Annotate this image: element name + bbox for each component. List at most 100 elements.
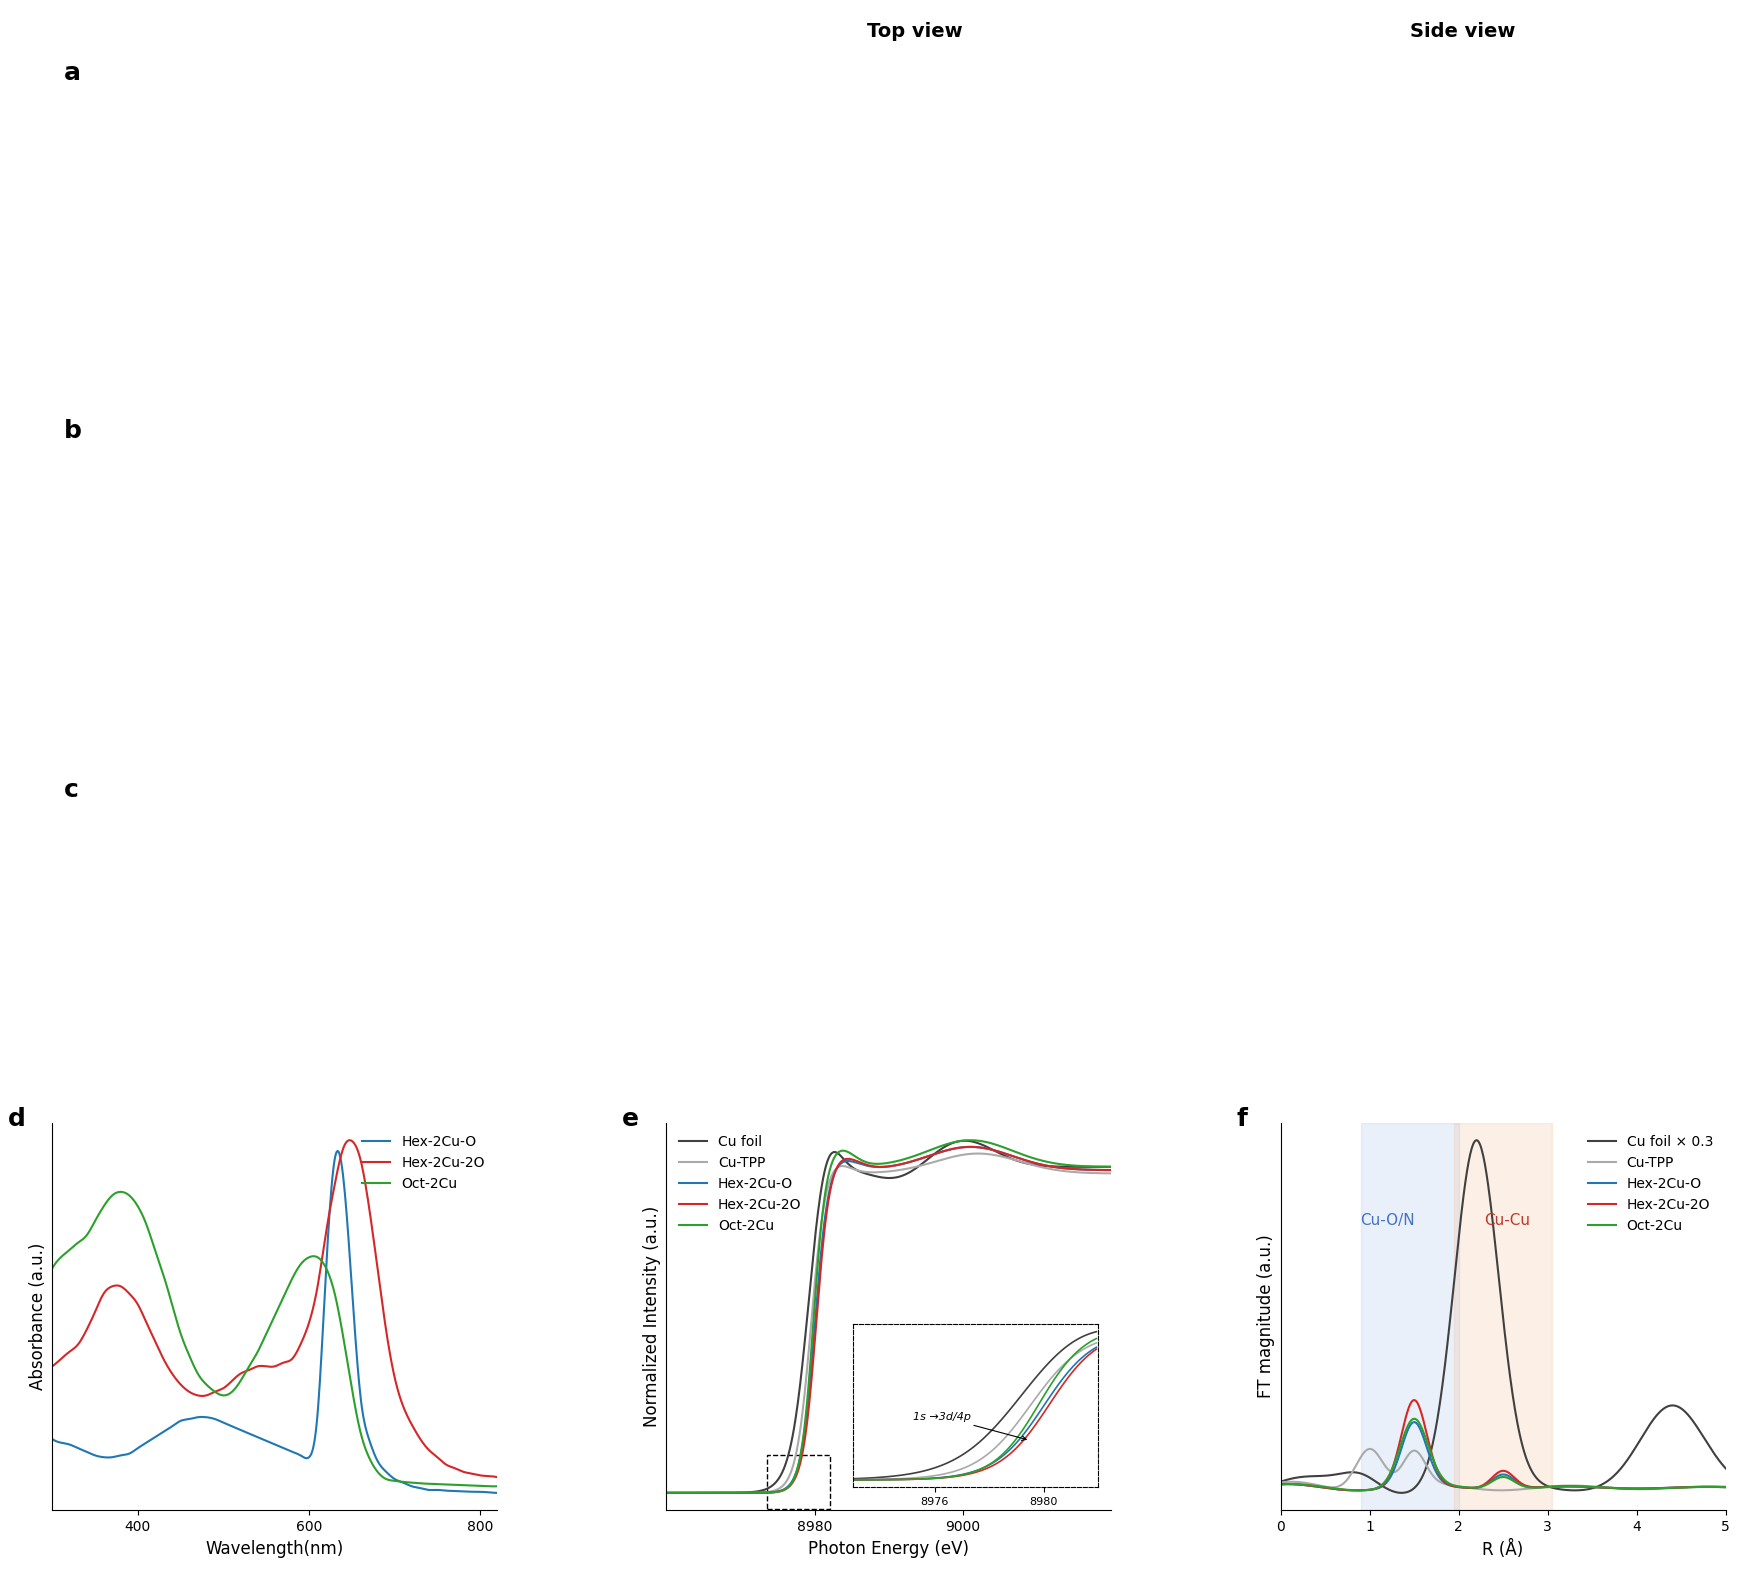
Hex-2Cu-O xyxy=(960,1137,981,1156)
Text: e: e xyxy=(622,1107,640,1130)
Cu foil × 0.3 xyxy=(1494,1313,1515,1332)
Hex-2Cu-O xyxy=(328,1142,349,1161)
Line: Hex-2Cu-O: Hex-2Cu-O xyxy=(1281,1421,1743,1490)
Oct-2Cu xyxy=(408,1474,429,1493)
X-axis label: R (Å): R (Å) xyxy=(1483,1539,1523,1558)
Legend: Cu foil, Cu-TPP, Hex-2Cu-O, Hex-2Cu-2O, Oct-2Cu: Cu foil, Cu-TPP, Hex-2Cu-O, Hex-2Cu-2O, … xyxy=(673,1129,807,1239)
Hex-2Cu-2O xyxy=(478,1466,498,1485)
Cu foil xyxy=(858,1164,878,1183)
Hex-2Cu-2O xyxy=(1271,1474,1292,1493)
Cu-TPP xyxy=(1271,1472,1292,1491)
Oct-2Cu xyxy=(655,1483,676,1503)
Hex-2Cu-O xyxy=(992,1143,1013,1162)
Text: c: c xyxy=(64,778,78,801)
Cu-TPP xyxy=(1640,1480,1661,1499)
Line: Hex-2Cu-2O: Hex-2Cu-2O xyxy=(1281,1401,1743,1490)
Hex-2Cu-O xyxy=(858,1156,878,1175)
Text: Side view: Side view xyxy=(1410,22,1515,41)
Cu-TPP xyxy=(1494,1480,1515,1499)
Oct-2Cu xyxy=(1271,1476,1292,1495)
Line: Hex-2Cu-O: Hex-2Cu-O xyxy=(666,1146,1112,1493)
Bar xyxy=(1454,1123,1551,1510)
Cu-TPP xyxy=(919,1154,939,1173)
Legend: Cu foil × 0.3, Cu-TPP, Hex-2Cu-O, Hex-2Cu-2O, Oct-2Cu: Cu foil × 0.3, Cu-TPP, Hex-2Cu-O, Hex-2C… xyxy=(1583,1129,1719,1239)
Cu-TPP xyxy=(1598,1479,1619,1498)
Hex-2Cu-O xyxy=(486,1483,507,1503)
Hex-2Cu-2O xyxy=(1396,1402,1417,1421)
Oct-2Cu xyxy=(1405,1409,1426,1428)
Hex-2Cu-O xyxy=(1396,1421,1417,1441)
Text: Cu-Cu: Cu-Cu xyxy=(1485,1213,1530,1227)
Cu foil × 0.3 xyxy=(1560,1480,1581,1499)
Line: Oct-2Cu: Oct-2Cu xyxy=(666,1140,1112,1493)
Hex-2Cu-O xyxy=(253,1431,274,1450)
Hex-2Cu-2O xyxy=(338,1130,359,1150)
Oct-2Cu xyxy=(858,1153,878,1172)
Hex-2Cu-O xyxy=(953,1138,974,1158)
Text: b: b xyxy=(64,420,82,444)
Cu foil xyxy=(955,1130,976,1150)
Bar xyxy=(1361,1123,1459,1510)
Text: f: f xyxy=(1236,1107,1246,1130)
Cu foil × 0.3 xyxy=(1356,1466,1377,1485)
Line: Cu foil: Cu foil xyxy=(666,1140,1112,1493)
Line: Cu-TPP: Cu-TPP xyxy=(666,1153,1112,1493)
Hex-2Cu-O xyxy=(307,1409,328,1428)
Y-axis label: Normalized Intensity (a.u.): Normalized Intensity (a.u.) xyxy=(643,1205,661,1428)
Oct-2Cu xyxy=(110,1183,131,1202)
Cu-TPP xyxy=(1356,1441,1377,1460)
Text: Cu-O/N: Cu-O/N xyxy=(1360,1213,1415,1227)
Hex-2Cu-O xyxy=(256,1431,277,1450)
Oct-2Cu xyxy=(486,1477,507,1496)
Hex-2Cu-2O xyxy=(1560,1477,1581,1496)
Hex-2Cu-2O xyxy=(282,1348,303,1367)
Oct-2Cu xyxy=(483,1477,504,1496)
Hex-2Cu-2O xyxy=(307,1280,328,1299)
Line: Oct-2Cu: Oct-2Cu xyxy=(1281,1418,1743,1490)
Hex-2Cu-O xyxy=(1598,1479,1619,1498)
Oct-2Cu xyxy=(1560,1477,1581,1496)
Oct-2Cu xyxy=(1494,1468,1515,1487)
Cu foil × 0.3 xyxy=(1598,1471,1619,1490)
Cu foil xyxy=(736,1483,756,1503)
Hex-2Cu-2O xyxy=(953,1138,974,1158)
Oct-2Cu xyxy=(307,1248,328,1267)
X-axis label: Wavelength(nm): Wavelength(nm) xyxy=(206,1539,343,1558)
Oct-2Cu xyxy=(960,1130,981,1150)
Cu foil xyxy=(953,1130,974,1150)
Cu-TPP xyxy=(992,1146,1013,1165)
Line: Oct-2Cu: Oct-2Cu xyxy=(52,1192,497,1487)
Cu foil xyxy=(919,1150,939,1169)
Hex-2Cu-O xyxy=(1102,1161,1122,1180)
Hex-2Cu-O xyxy=(736,1483,756,1503)
Hex-2Cu-O xyxy=(478,1483,498,1503)
Hex-2Cu-O xyxy=(655,1483,676,1503)
Cu foil xyxy=(655,1483,676,1503)
Oct-2Cu xyxy=(284,1266,305,1285)
Hex-2Cu-2O xyxy=(736,1483,756,1503)
Hex-2Cu-2O xyxy=(919,1146,939,1165)
Oct-2Cu xyxy=(1598,1479,1619,1498)
Cu foil xyxy=(992,1145,1013,1164)
Text: Top view: Top view xyxy=(868,22,964,41)
Hex-2Cu-O xyxy=(1358,1480,1379,1499)
Hex-2Cu-2O xyxy=(1403,1391,1424,1410)
Cu foil xyxy=(1102,1158,1122,1177)
Hex-2Cu-2O xyxy=(253,1356,274,1375)
Line: Hex-2Cu-O: Hex-2Cu-O xyxy=(52,1151,497,1493)
Hex-2Cu-2O xyxy=(1640,1479,1661,1498)
Hex-2Cu-O xyxy=(1405,1412,1426,1431)
Oct-2Cu xyxy=(1396,1418,1417,1437)
Hex-2Cu-2O xyxy=(486,1468,507,1487)
Hex-2Cu-O xyxy=(1640,1479,1661,1498)
Hex-2Cu-2O xyxy=(655,1483,676,1503)
Cu foil × 0.3 xyxy=(1391,1483,1412,1503)
Cu-TPP xyxy=(1360,1439,1380,1458)
Hex-2Cu-2O xyxy=(408,1426,429,1445)
Cu-TPP xyxy=(736,1483,756,1503)
Text: a: a xyxy=(64,60,80,86)
Oct-2Cu xyxy=(256,1321,277,1340)
Bar xyxy=(767,1455,830,1509)
Hex-2Cu-O xyxy=(282,1442,303,1461)
Oct-2Cu xyxy=(1640,1479,1661,1498)
